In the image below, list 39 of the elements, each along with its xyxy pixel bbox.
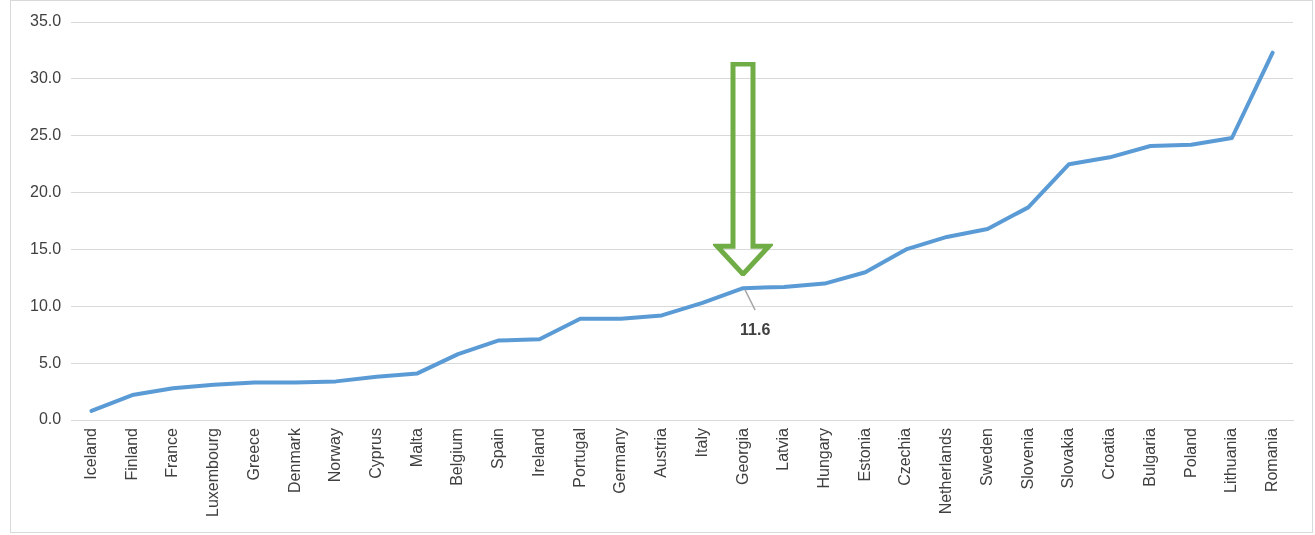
x-tick-label: Ireland (529, 428, 547, 477)
x-tick-label: France (163, 427, 181, 478)
annotation: 11.6 (740, 320, 771, 338)
x-tick-label: Iceland (81, 428, 99, 480)
x-tick-label: Poland (1181, 428, 1199, 478)
y-tick-label: 20.0 (30, 183, 62, 200)
x-tick-label: Lithuania (1222, 427, 1240, 494)
x-tick-label: Austria (652, 427, 670, 478)
x-tick-label: Luxembourg (204, 428, 222, 518)
y-tick-label: 0.0 (38, 410, 62, 428)
x-tick-label: Belgium (448, 428, 466, 486)
x-tick-label: Spain (489, 428, 507, 469)
x-tick-label: Romania (1263, 427, 1281, 493)
y-tick-label: 10.0 (30, 296, 62, 314)
y-tick-label: 5.0 (38, 353, 62, 371)
y-tick-label: 15.0 (30, 239, 62, 257)
x-tick-label: Sweden (977, 428, 995, 486)
x-tick-label: Hungary (815, 428, 833, 489)
x-tick-label: Cyprus (367, 428, 385, 479)
y-tick-label: 35.0 (30, 12, 62, 30)
x-tick-label: Denmark (285, 427, 303, 493)
x-tick-label: Italy (692, 428, 710, 458)
x-tick-label: Greece (244, 427, 262, 481)
x-tick-label: Estonia (855, 427, 873, 482)
x-tick-label: Latvia (774, 427, 792, 471)
x-tick-label: Portugal (570, 428, 588, 488)
x-tick-label: Slovenia (1018, 427, 1036, 490)
x-tick-label: Norway (326, 428, 344, 483)
x-tick-label: Bulgaria (1140, 427, 1158, 487)
x-tick-label: Germany (611, 428, 629, 494)
x-tick-label: Finland (122, 428, 140, 481)
y-tick-label: 30.0 (30, 69, 62, 87)
x-tick-label: Slovakia (1059, 427, 1077, 489)
x-tick-label: Georgia (733, 427, 751, 485)
x-tick-label: Netherlands (937, 428, 955, 515)
x-tick-label: Malta (407, 427, 425, 468)
x-tick-label: Czechia (896, 427, 914, 486)
x-tick-label: Croatia (1100, 427, 1118, 480)
y-tick-label: 25.0 (30, 126, 62, 144)
